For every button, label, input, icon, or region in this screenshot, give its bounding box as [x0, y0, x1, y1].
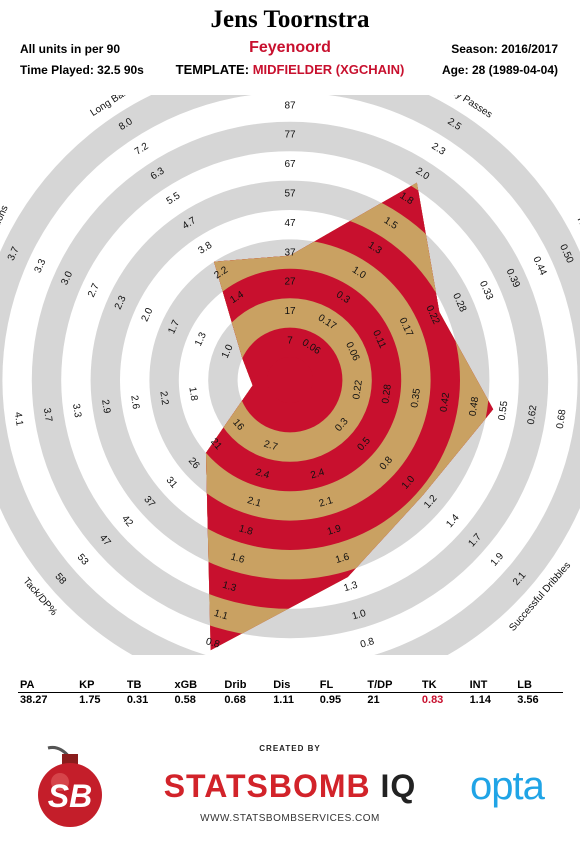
stats-value-cell: 0.31	[126, 694, 149, 706]
radar-tick-label: 0.62	[526, 404, 540, 425]
radar-tick-label: 2.1	[318, 495, 335, 510]
radar-tick-label: 57	[284, 188, 296, 199]
radar-tick-label: 87	[284, 100, 296, 111]
radar-tick-label: 2.9	[99, 399, 112, 415]
stats-header-row: PA KP TB xGB Drib Dis FL T/DP TK INT LB	[18, 678, 563, 693]
stats-value-row: 38.27 1.75 0.31 0.58 0.68 1.11 0.95 21 0.83 1.14 3…	[18, 693, 563, 708]
radar-tick-label: 3.7	[41, 407, 54, 423]
radar-tick-label: 0.42	[438, 391, 452, 412]
sb-logo-text: SB	[48, 778, 92, 814]
created-by: CREATED BY	[259, 744, 321, 753]
radar-tick-label: 0.68	[555, 408, 569, 429]
radar-tick-label: 1.1	[213, 608, 230, 623]
stats-header-cell: xGB	[172, 678, 223, 693]
radar-tick-label: 47	[284, 218, 296, 229]
brand-wordmark: STATSBOMB IQ	[0, 768, 580, 805]
radar-tick-label: 4.1	[12, 411, 25, 427]
template-line: TEMPLATE: MIDFIELDER (XGCHAIN)	[0, 62, 580, 77]
units-note: All units in per 90	[20, 42, 121, 56]
radar-tick-label: 2.2	[157, 390, 170, 406]
radar-tick-label: 1.3	[343, 580, 360, 595]
radar-tick-label: 0.35	[409, 387, 423, 408]
radar-tick-label: 1.6	[229, 552, 246, 567]
stats-header-cell: INT	[467, 678, 516, 693]
radar-tick-labels: 71727374757677787970.060.170.31.01.31.51…	[6, 100, 575, 651]
stats-header-cell: LB	[515, 678, 563, 693]
radar-tick-label: 1.0	[220, 343, 236, 361]
brand-suffix: IQ	[380, 768, 417, 804]
radar-tick-label: 3.7	[6, 245, 22, 263]
radar-tick-label: 1.3	[193, 330, 209, 348]
radar-tick-label: 3.3	[33, 257, 49, 275]
radar-tick-label: 3.0	[59, 269, 75, 287]
template-label: TEMPLATE:	[175, 62, 250, 77]
radar-ring	[267, 357, 313, 403]
stats-value-cell: 1.11	[273, 694, 294, 706]
radar-tick-label: 1.8	[238, 523, 255, 538]
radar-tick-label: 2.7	[86, 282, 102, 300]
radar-tick-label: 2.1	[246, 495, 263, 510]
stats-header-cell: KP	[77, 678, 125, 693]
radar-tick-label: 1.7	[166, 318, 182, 336]
stats-value-cell: 38.27	[20, 694, 48, 706]
time-played: Time Played: 32.5 90s	[20, 63, 144, 77]
stats-value-cell: 0.68	[224, 694, 246, 706]
radar-tick-label: 27	[284, 277, 296, 288]
stats-value-cell: 0.95	[319, 694, 342, 706]
stats-value-cell: 0.83	[421, 694, 444, 706]
radar-tick-label: 0.48	[468, 396, 482, 417]
radar-chart: 71727374757677787970.060.170.31.01.31.51…	[0, 95, 580, 655]
radar-tick-label: 2.6	[128, 395, 141, 411]
stats-table: PA KP TB xGB Drib Dis FL T/DP TK INT LB 38.27 1.75 0…	[18, 678, 563, 707]
stats-header-cell: PA	[18, 678, 78, 693]
stats-value-cell: 0.58	[174, 694, 196, 706]
radar-tick-label: 7	[287, 335, 293, 346]
radar-tick-label: 2.3	[113, 294, 129, 312]
season: Season: 2016/2017	[451, 42, 558, 56]
radar-tick-label: 2.0	[140, 306, 156, 324]
radar-tick-label: 2.4	[309, 467, 326, 482]
radar-tick-label: 1.8	[186, 386, 199, 402]
radar-tick-label: 67	[284, 159, 296, 170]
player-name: Jens Toornstra	[210, 6, 370, 33]
radar-tick-label: 0.28	[380, 383, 394, 404]
template-value: MIDFIELDER (XGCHAIN)	[252, 62, 405, 77]
team-name: Feyenoord	[249, 39, 331, 56]
radar-tick-label: 77	[284, 130, 296, 141]
radar-tick-label: 2.4	[254, 467, 271, 482]
radar-tick-label: 0.8	[359, 636, 376, 651]
radar-tick-label: 0.22	[351, 379, 365, 400]
radar-tick-label: 0.8	[204, 636, 221, 651]
opta-logo-icon: opta	[470, 764, 545, 808]
stats-value-cell: 1.75	[79, 694, 101, 706]
stats-header-cell: TK	[419, 678, 468, 693]
radar-tick-label: 1.6	[334, 551, 351, 566]
radar-tick-label: 0.55	[497, 400, 511, 421]
website-link[interactable]: WWW.STATSBOMBSERVICES.COM	[200, 813, 380, 824]
stats-value-cell: 3.56	[517, 694, 539, 706]
stats-value-cell: 21	[367, 694, 380, 706]
stats-header-cell: Drib	[222, 678, 272, 693]
stats-header-cell: Dis	[271, 678, 318, 693]
stats-header-cell: FL	[317, 678, 366, 693]
radar-tick-label: 1.9	[326, 523, 343, 538]
age: Age: 28 (1989-04-04)	[441, 63, 558, 77]
radar-tick-label: 3.3	[70, 403, 83, 419]
radar-tick-label: 17	[284, 306, 296, 317]
brand-name: STATSBOMB	[163, 768, 371, 804]
statsbomb-logo-icon: SB	[38, 746, 102, 827]
radar-tick-label: 1.0	[351, 608, 368, 623]
stats-value-cell: 1.14	[469, 694, 491, 706]
radar-tick-label: 37	[284, 247, 296, 258]
radar-tick-label: 1.3	[221, 580, 238, 595]
radar-tick-label: 2.7	[262, 439, 279, 454]
stats-header-cell: T/DP	[365, 678, 420, 693]
stats-header-cell: TB	[124, 678, 173, 693]
